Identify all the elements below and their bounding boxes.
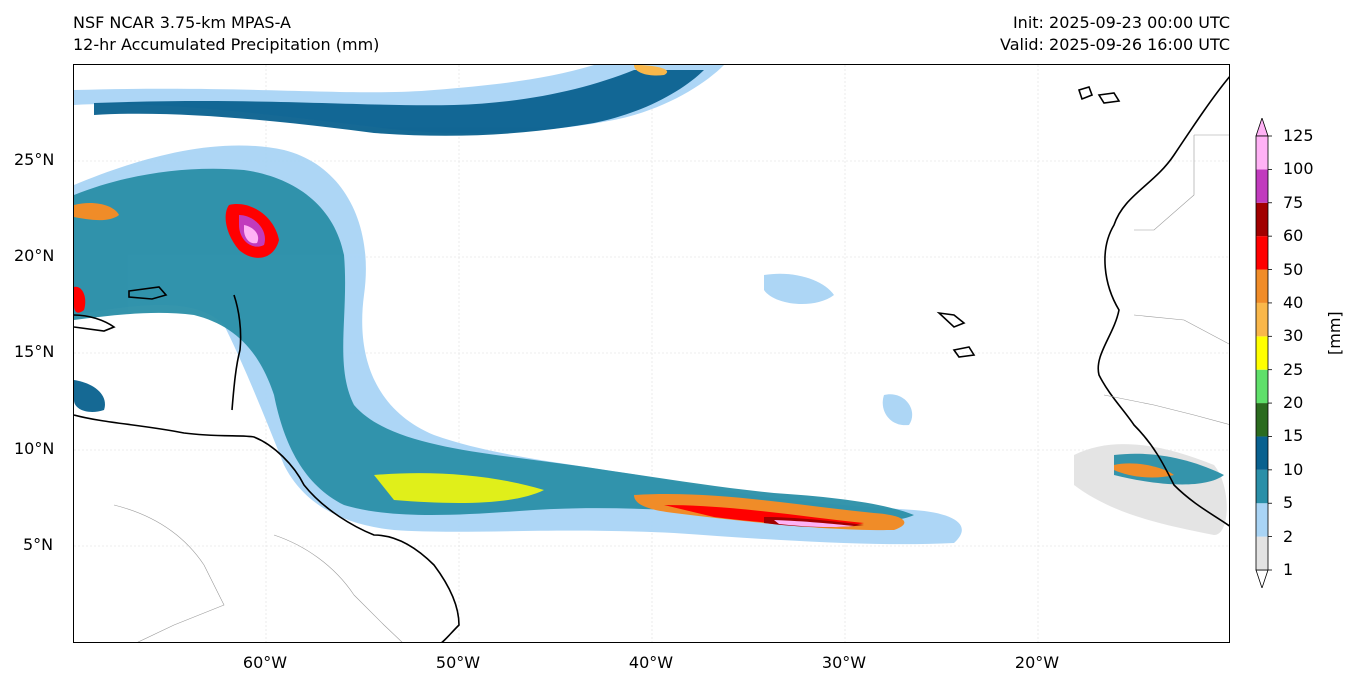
colorbar-swatch xyxy=(1256,169,1268,203)
colorbar-swatch xyxy=(1256,503,1268,537)
colorbar-swatch xyxy=(1256,336,1268,370)
colorbar-swatch xyxy=(1256,403,1268,437)
colorbar-swatch xyxy=(1256,436,1268,470)
lat-label-5n: 5°N xyxy=(23,535,54,554)
colorbar-level-label: 60 xyxy=(1283,226,1304,246)
precipitation-map[interactable] xyxy=(73,64,1230,643)
lat-label-25n: 25°N xyxy=(14,150,55,169)
lat-label-15n: 15°N xyxy=(14,342,55,361)
coastlines xyxy=(74,76,1229,642)
colorbar-level-label: 30 xyxy=(1283,326,1304,346)
precip-moderate xyxy=(74,70,1224,522)
lon-label-30w: 30°W xyxy=(821,653,867,672)
map-canvas xyxy=(74,65,1229,642)
colorbar-swatch xyxy=(1256,136,1268,170)
colorbar-level-label: 1 xyxy=(1283,560,1294,579)
colorbar-level-label: 50 xyxy=(1283,259,1304,279)
lon-label-50w: 50°W xyxy=(435,653,481,672)
model-title: NSF NCAR 3.75-km MPAS-A xyxy=(73,13,291,32)
colorbar-level-label: 75 xyxy=(1283,192,1304,212)
valid-time: Valid: 2025-09-26 16:00 UTC xyxy=(999,35,1230,54)
colorbar-unit-label: [mm] xyxy=(1325,311,1344,355)
lat-label-20n: 20°N xyxy=(14,246,55,265)
field-title: 12-hr Accumulated Precipitation (mm) xyxy=(73,35,380,54)
colorbar-swatch xyxy=(1256,469,1268,504)
lat-label-10n: 10°N xyxy=(14,439,55,458)
colorbar-swatch xyxy=(1256,369,1268,404)
colorbar-swatch xyxy=(1256,202,1268,237)
map-title-block: NSF NCAR 3.75-km MPAS-A 12-hr Accumulate… xyxy=(73,12,379,56)
colorbar-swatch xyxy=(1256,536,1268,570)
colorbar-level-label: 15 xyxy=(1283,426,1304,446)
colorbar-extend-max xyxy=(1255,118,1269,137)
colorbar-level-label: 100 xyxy=(1283,159,1314,179)
colorbar-level-label: 5 xyxy=(1283,493,1294,513)
colorbar-level-label: 125 xyxy=(1283,126,1314,145)
precip-heavy xyxy=(74,65,1174,531)
colorbar-level-label: 25 xyxy=(1283,359,1304,379)
colorbar xyxy=(1255,118,1272,588)
lon-label-20w: 20°W xyxy=(1014,653,1060,672)
colorbar-level-label: 20 xyxy=(1283,393,1304,413)
colorbar-swatch xyxy=(1256,302,1268,337)
lon-label-40w: 40°W xyxy=(628,653,674,672)
colorbar-level-label: 10 xyxy=(1283,459,1304,479)
colorbar-level-label: 2 xyxy=(1283,526,1294,546)
colorbar-swatch xyxy=(1256,236,1268,270)
init-time: Init: 2025-09-23 00:00 UTC xyxy=(1012,13,1230,32)
colorbar-swatch xyxy=(1256,269,1268,303)
colorbar-extend-min xyxy=(1255,569,1269,588)
lon-label-60w: 60°W xyxy=(242,653,288,672)
time-block: Init: 2025-09-23 00:00 UTC Valid: 2025-0… xyxy=(1000,12,1230,56)
colorbar-level-label: 40 xyxy=(1283,292,1304,312)
country-borders xyxy=(113,134,1229,642)
colorbar-frame xyxy=(1255,135,1269,571)
